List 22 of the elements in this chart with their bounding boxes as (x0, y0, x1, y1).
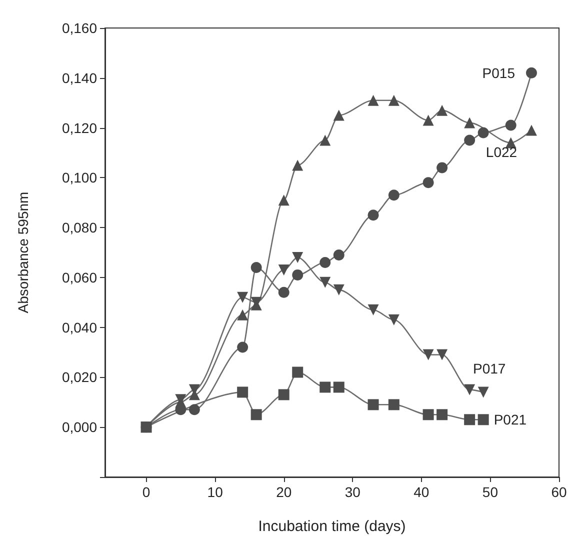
x-tick-label: 40 (414, 484, 430, 500)
series-label: P015 (482, 64, 516, 81)
y-tick-label: 0,140 (62, 70, 98, 86)
y-tick-label: 0,100 (62, 170, 98, 186)
y-tick-label: 0,000 (62, 419, 98, 436)
x-tick-label: 20 (276, 484, 292, 500)
x-tick-label: 30 (344, 484, 361, 500)
series-label: P017 (472, 360, 506, 377)
y-tick-label: 0,020 (62, 369, 98, 386)
x-axis-title: Incubation time (days) (258, 518, 406, 535)
x-tick-label: 50 (482, 484, 498, 500)
y-tick-label: 0,120 (62, 120, 98, 136)
series-label: L022 (486, 144, 518, 160)
y-tick-label: 0,080 (62, 220, 98, 236)
y-tick-label: 0,040 (62, 319, 98, 336)
y-tick-label: 0,160 (62, 20, 98, 36)
y-axis-title: Absorbance 595nm (15, 192, 31, 314)
y-tick-label: 0,060 (62, 269, 98, 286)
x-tick-label: 0 (142, 484, 150, 500)
x-tick-label: 10 (207, 484, 224, 500)
x-tick-label: 60 (551, 484, 567, 500)
series-label: P021 (494, 412, 527, 428)
